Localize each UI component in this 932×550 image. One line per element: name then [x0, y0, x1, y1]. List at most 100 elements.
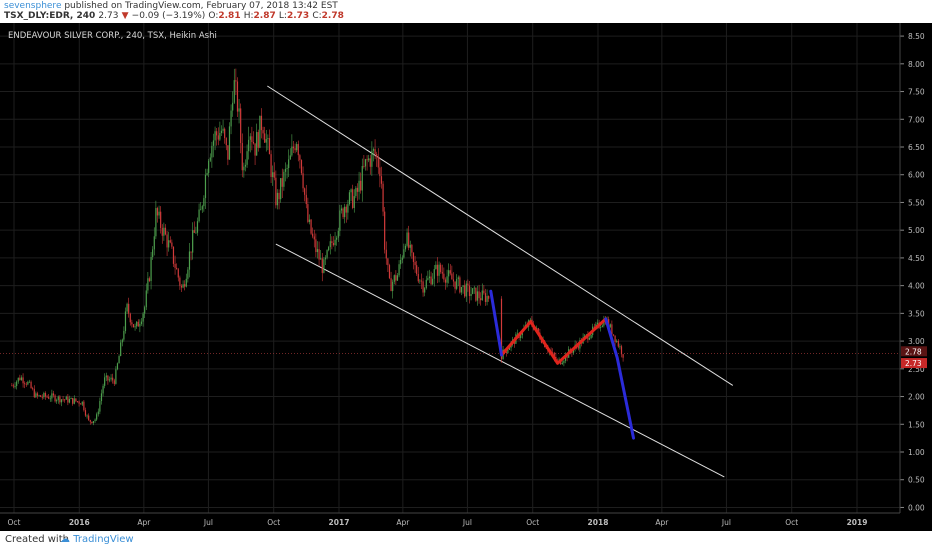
chart-area[interactable]: 0.00 0.50 1.00 1.50 2.00 2.50 3.00 3.50 4.00 4.50…: [0, 23, 932, 531]
candle-up: [529, 319, 531, 321]
candle-up: [340, 208, 343, 211]
candle-up: [142, 313, 144, 322]
candle-down: [577, 345, 579, 349]
candle-down: [160, 211, 162, 228]
candle-up: [124, 311, 127, 331]
candle-up: [368, 158, 370, 161]
candle-up: [433, 269, 435, 279]
y-tick-label: 4.00: [908, 282, 925, 291]
candle-down: [318, 249, 320, 260]
candle-up: [259, 115, 261, 148]
ohlc-close: 2.78: [321, 11, 344, 21]
candle-up: [145, 290, 147, 308]
candle-down: [33, 388, 35, 398]
candle-up: [457, 277, 459, 280]
price-label: 2.78: [905, 347, 922, 356]
candle-down: [484, 293, 487, 302]
candle-down: [137, 321, 139, 327]
candle-up: [616, 340, 618, 342]
candle-down: [500, 298, 503, 360]
candle-down: [478, 291, 480, 299]
candle-up: [222, 128, 224, 131]
candle-down: [390, 278, 392, 292]
candle-up: [155, 208, 157, 237]
candle-up: [344, 206, 346, 218]
candle-down: [278, 192, 280, 200]
candle-up: [256, 132, 258, 156]
candle-up: [284, 168, 287, 172]
candle-up: [188, 251, 191, 270]
candle-up: [121, 339, 123, 343]
y-tick-label: 3.00: [908, 337, 925, 346]
candle-down: [169, 240, 171, 243]
candle-down: [332, 242, 335, 246]
y-tick-label: 5.50: [908, 198, 925, 207]
candle-down: [148, 278, 151, 282]
candle-down: [443, 273, 445, 280]
candle-down: [593, 326, 595, 328]
cloud-icon: ☁: [60, 534, 70, 545]
y-tick-label: 8.50: [908, 32, 925, 41]
price-change: −0.09 (−3.19%): [131, 11, 206, 21]
candle-down: [275, 177, 277, 206]
footer: Created with ☁ TradingView: [0, 531, 932, 550]
candle-up: [520, 335, 522, 338]
candle-down: [356, 187, 359, 192]
candle-down: [620, 346, 623, 355]
candle-down: [54, 395, 56, 402]
candle-down: [411, 244, 413, 253]
candle-down: [307, 204, 309, 222]
time-axis[interactable]: Oct 2016 Apr Jul Oct 2017 Apr Jul Oct 2018 Apr Jul O…: [0, 512, 900, 527]
candle-up: [115, 369, 117, 384]
candle-down: [382, 183, 384, 212]
price-chart[interactable]: 0.00 0.50 1.00 1.50 2.00 2.50 3.00 3.50 4.00 4.50…: [0, 23, 932, 531]
candle-down: [62, 399, 64, 401]
candle-up: [361, 166, 363, 191]
candle-up: [110, 377, 112, 380]
candle-down: [416, 265, 418, 275]
grid-lines: [0, 23, 900, 513]
candle-up: [347, 204, 349, 213]
candle-up: [470, 293, 472, 296]
candle-down: [260, 115, 263, 131]
candle-down: [166, 234, 168, 248]
x-tick-label: Apr: [137, 518, 151, 527]
candle-up: [86, 415, 88, 417]
candle-down: [360, 180, 362, 191]
candle-up: [152, 249, 154, 258]
price-axis[interactable]: 0.00 0.50 1.00 1.50 2.00 2.50 3.00 3.50 4.00 4.50…: [899, 23, 927, 513]
candle-up: [97, 411, 99, 415]
x-tick-label: Oct: [526, 518, 539, 527]
candle-down: [452, 279, 455, 282]
candle-down: [611, 324, 613, 335]
candle-up: [105, 375, 107, 378]
candle-down: [113, 380, 115, 384]
symbol-label: TSX_DLY:EDR, 240: [4, 11, 96, 21]
candle-up: [195, 232, 197, 234]
publisher-link[interactable]: sevensphere: [4, 1, 62, 11]
candle-down: [376, 153, 378, 157]
quote-line: TSX_DLY:EDR, 240 2.73 ▼ −0.09 (−3.19%) O…: [4, 11, 344, 21]
candle-down: [444, 279, 447, 283]
candle-up: [108, 379, 111, 381]
candle-down: [363, 166, 365, 167]
candle-down: [440, 264, 442, 272]
tradingview-logo[interactable]: ☁ TradingView: [60, 534, 134, 545]
candle-up: [168, 240, 170, 248]
candle-up: [49, 398, 51, 400]
x-tick-label: 2017: [329, 518, 350, 527]
brand-label: TradingView: [73, 534, 134, 545]
candle-down: [475, 287, 477, 301]
candle-up: [286, 168, 288, 169]
ohlc-high-label: H:: [243, 11, 254, 21]
candle-up: [337, 230, 339, 238]
candle-up: [288, 159, 290, 169]
candle-up: [123, 330, 125, 340]
candle-down: [32, 388, 34, 389]
candle-up: [16, 381, 18, 387]
channel-lines: [267, 85, 734, 478]
candle-down: [454, 281, 456, 289]
candle-down: [622, 354, 624, 358]
candle-down: [377, 156, 379, 168]
candle-down: [571, 351, 573, 353]
